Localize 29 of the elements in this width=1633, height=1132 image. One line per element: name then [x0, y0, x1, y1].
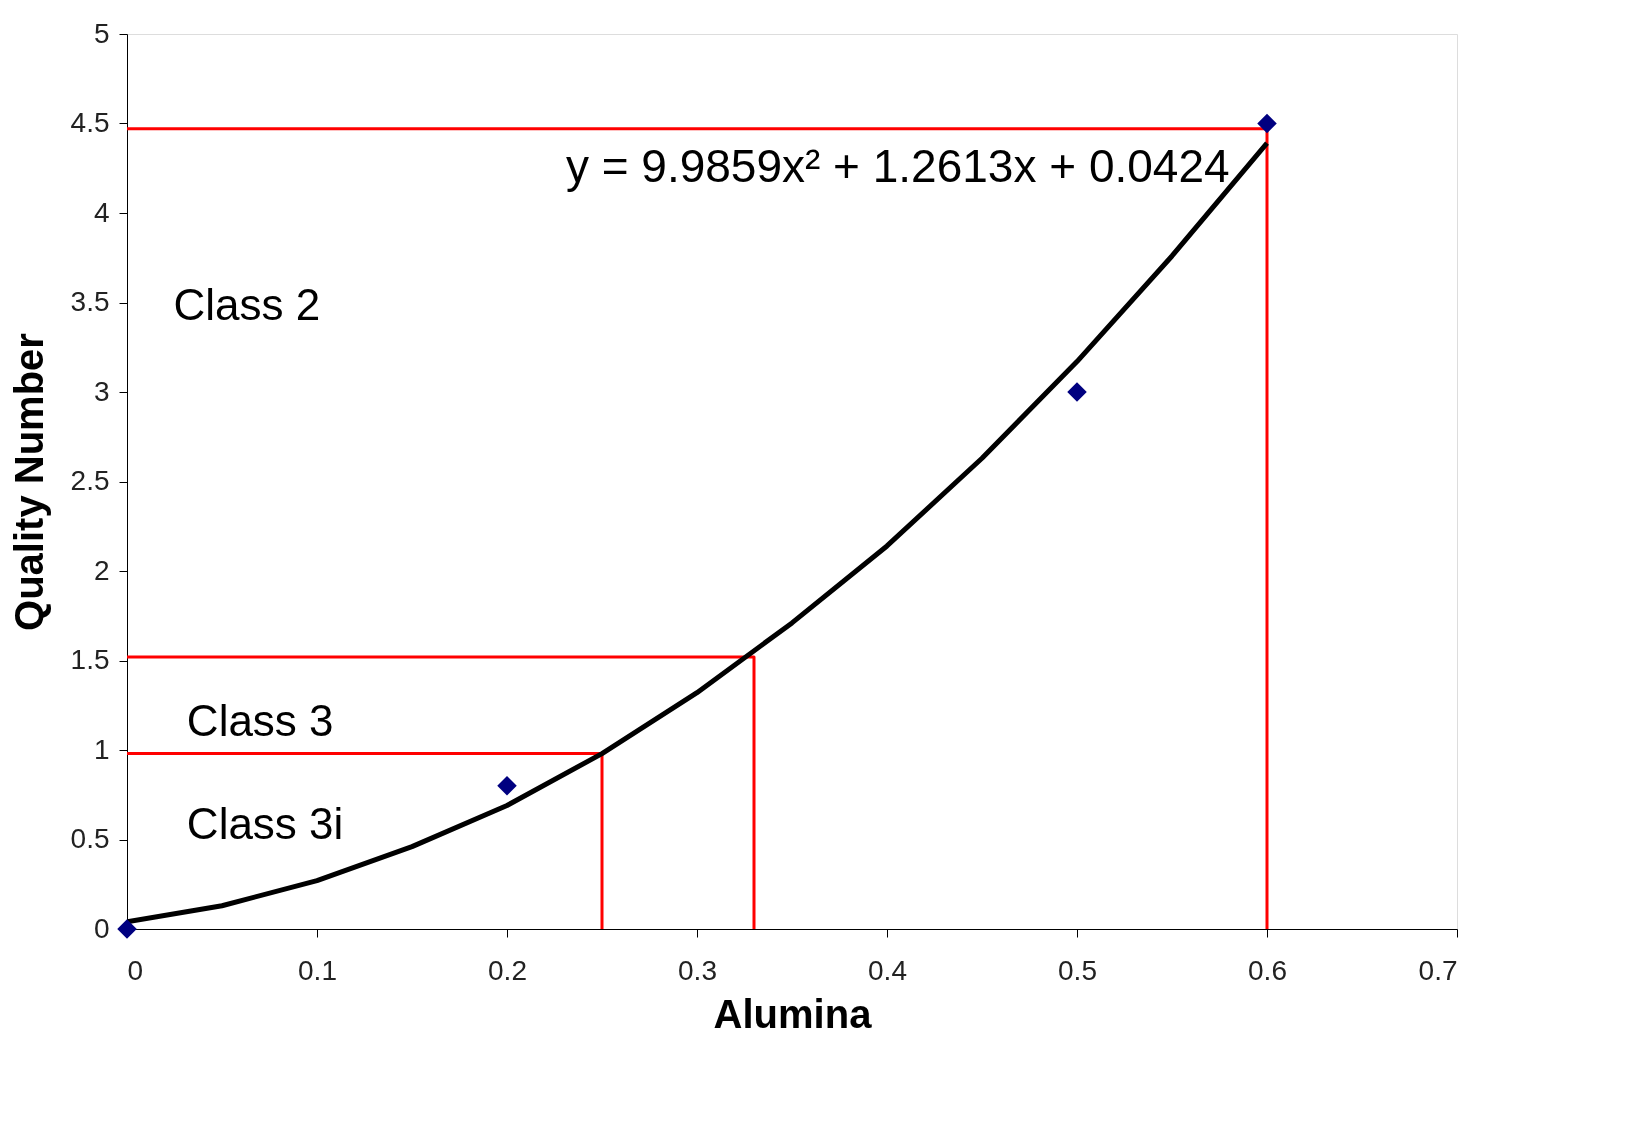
point — [117, 919, 137, 939]
x-tick-label: 0.4 — [868, 954, 907, 986]
y-tick-label: 3.5 — [70, 286, 110, 317]
annotation: y = 9.9859x² + 1.2613x + 0.0424 — [565, 139, 1230, 192]
point — [1257, 113, 1277, 134]
y-tick-label: 2 — [93, 554, 110, 586]
x-tick-label: 0.5 — [1058, 954, 1097, 986]
annotation: Class 3 — [186, 695, 334, 745]
x-tick-label: 0.3 — [678, 954, 717, 986]
x-tick-label: 0 — [127, 954, 144, 986]
y-tick-label: 2.5 — [70, 465, 110, 496]
annotation: Class 3i — [186, 798, 344, 848]
x-tick-label: 0.1 — [298, 954, 337, 986]
y-tick-label: 0 — [93, 912, 110, 944]
y-tick-label: 1.5 — [70, 644, 110, 675]
x-tick-label: 0.6 — [1248, 954, 1287, 986]
y-tick-label: 0.5 — [70, 823, 110, 854]
y-axis-title: Quality Number — [6, 333, 51, 631]
y-tick-label: 4.5 — [70, 107, 110, 138]
y-tick-label: 4 — [93, 196, 110, 228]
y-tick-label: 3 — [93, 375, 110, 407]
annotation: Class 2 — [173, 279, 321, 329]
y-tick-label: 5 — [93, 17, 110, 49]
x-tick-label: 0.2 — [488, 954, 527, 986]
y-tick-label: 1 — [93, 733, 110, 765]
x-axis-title: Alumina — [713, 991, 873, 1036]
point — [497, 776, 517, 796]
point — [1067, 382, 1087, 402]
x-tick-label: 0.7 — [1418, 954, 1458, 986]
